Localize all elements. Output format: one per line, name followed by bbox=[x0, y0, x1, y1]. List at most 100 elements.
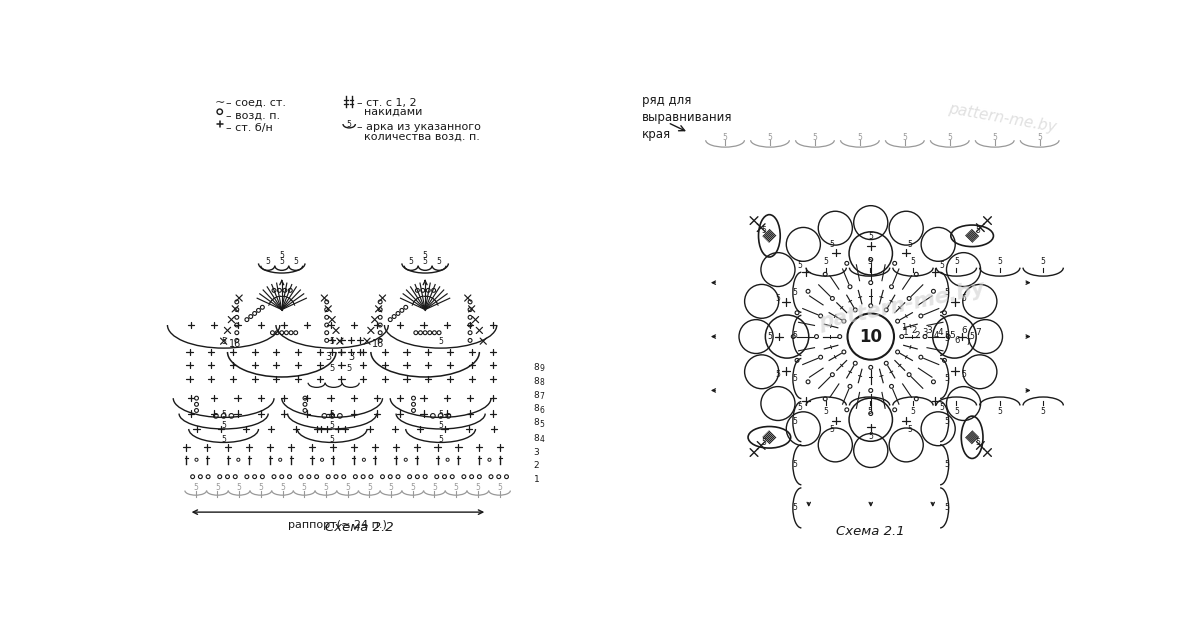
Text: 8: 8 bbox=[534, 391, 539, 399]
Text: 5: 5 bbox=[324, 483, 329, 492]
Text: 16: 16 bbox=[372, 340, 385, 350]
Text: 5: 5 bbox=[389, 483, 394, 492]
Text: 5: 5 bbox=[793, 503, 798, 512]
Text: 5: 5 bbox=[976, 226, 980, 235]
Text: 5: 5 bbox=[944, 417, 949, 426]
Text: 3: 3 bbox=[923, 328, 928, 337]
Text: 5: 5 bbox=[280, 483, 284, 492]
Text: pattern-me.by: pattern-me.by bbox=[947, 102, 1057, 135]
Text: 5: 5 bbox=[944, 333, 949, 343]
Text: 5: 5 bbox=[1037, 133, 1042, 141]
Text: 8: 8 bbox=[534, 434, 539, 443]
Text: 5: 5 bbox=[793, 331, 798, 340]
Text: 7: 7 bbox=[974, 328, 980, 337]
Text: 5: 5 bbox=[907, 424, 912, 434]
Text: 4: 4 bbox=[934, 331, 938, 340]
Text: 5: 5 bbox=[258, 483, 263, 492]
Text: 5: 5 bbox=[829, 424, 835, 434]
Text: – возд. п.: – возд. п. bbox=[226, 110, 280, 120]
Text: 5: 5 bbox=[944, 460, 949, 469]
Text: 5: 5 bbox=[438, 421, 443, 430]
Text: 4: 4 bbox=[937, 328, 943, 337]
Text: 5: 5 bbox=[438, 435, 443, 444]
Text: 5: 5 bbox=[221, 435, 226, 444]
Text: 5: 5 bbox=[961, 294, 966, 303]
Text: 5: 5 bbox=[438, 338, 443, 346]
Text: 6: 6 bbox=[540, 406, 545, 415]
Text: 5: 5 bbox=[797, 261, 802, 270]
Text: накидами: накидами bbox=[356, 107, 422, 117]
Text: 5: 5 bbox=[868, 407, 872, 416]
Text: 5: 5 bbox=[330, 364, 335, 373]
Text: 5: 5 bbox=[944, 374, 949, 383]
Text: 3: 3 bbox=[325, 351, 331, 362]
Text: 5: 5 bbox=[193, 483, 198, 492]
Text: 5: 5 bbox=[438, 410, 443, 419]
Text: 2: 2 bbox=[912, 326, 917, 335]
Text: 5: 5 bbox=[858, 133, 863, 141]
Text: 5: 5 bbox=[823, 257, 829, 266]
Text: 5: 5 bbox=[997, 257, 1002, 266]
Text: 5: 5 bbox=[954, 407, 959, 416]
Text: 5: 5 bbox=[869, 432, 874, 441]
Text: 5: 5 bbox=[947, 133, 953, 141]
Text: 5: 5 bbox=[768, 332, 773, 341]
Text: 6: 6 bbox=[955, 336, 960, 345]
Text: 5: 5 bbox=[812, 133, 817, 141]
Text: 5: 5 bbox=[793, 288, 798, 297]
Text: 5: 5 bbox=[949, 331, 955, 340]
Text: 5: 5 bbox=[976, 438, 980, 447]
Text: 5: 5 bbox=[540, 420, 545, 429]
Text: 5: 5 bbox=[944, 331, 949, 340]
Text: 5: 5 bbox=[797, 403, 802, 412]
Text: 5: 5 bbox=[829, 240, 835, 249]
Text: 5: 5 bbox=[940, 403, 944, 412]
Text: 5: 5 bbox=[911, 407, 916, 416]
Text: 5: 5 bbox=[280, 251, 284, 260]
Text: 5: 5 bbox=[346, 483, 350, 492]
Text: 5: 5 bbox=[301, 483, 307, 492]
Text: 5: 5 bbox=[330, 338, 335, 346]
Text: 1: 1 bbox=[902, 328, 908, 337]
Text: 2: 2 bbox=[534, 462, 539, 470]
Text: 5: 5 bbox=[793, 460, 798, 469]
Text: 1: 1 bbox=[534, 475, 539, 483]
Text: 5: 5 bbox=[432, 483, 437, 492]
Text: 5: 5 bbox=[868, 257, 872, 266]
Text: 5: 5 bbox=[793, 374, 798, 383]
Text: 5: 5 bbox=[1040, 407, 1045, 416]
Text: 5: 5 bbox=[221, 410, 226, 419]
Text: 5: 5 bbox=[265, 257, 270, 265]
Text: 5: 5 bbox=[775, 294, 780, 303]
Text: 5: 5 bbox=[475, 483, 480, 492]
Text: 5: 5 bbox=[992, 133, 997, 141]
Text: Схема 2.1: Схема 2.1 bbox=[836, 525, 905, 538]
Text: 5: 5 bbox=[961, 370, 966, 379]
Text: 8: 8 bbox=[534, 363, 539, 372]
Text: ряд для
выравнивания
края: ряд для выравнивания края bbox=[642, 94, 733, 141]
Text: 10: 10 bbox=[859, 328, 882, 346]
Text: 3: 3 bbox=[926, 326, 931, 335]
Text: 5: 5 bbox=[221, 421, 226, 430]
Text: 5: 5 bbox=[347, 364, 352, 373]
Text: 5: 5 bbox=[215, 483, 220, 492]
Text: 5: 5 bbox=[410, 483, 415, 492]
Text: – ст. с 1, 2: – ст. с 1, 2 bbox=[356, 98, 416, 108]
Text: – ст. б/н: – ст. б/н bbox=[226, 123, 272, 133]
Text: 5: 5 bbox=[954, 257, 959, 266]
Text: ~: ~ bbox=[215, 97, 226, 109]
Text: 8: 8 bbox=[534, 404, 539, 414]
Text: 9: 9 bbox=[540, 364, 545, 373]
Text: 5: 5 bbox=[944, 288, 949, 297]
Text: 5: 5 bbox=[330, 435, 335, 444]
Text: 5: 5 bbox=[221, 338, 226, 346]
Text: 5: 5 bbox=[330, 410, 335, 419]
Text: 5: 5 bbox=[347, 120, 352, 128]
Text: 8: 8 bbox=[540, 378, 545, 388]
Text: 1: 1 bbox=[901, 323, 906, 332]
Text: 5: 5 bbox=[367, 483, 372, 492]
Text: 5: 5 bbox=[293, 257, 298, 265]
Text: 2: 2 bbox=[914, 331, 920, 340]
Text: 5: 5 bbox=[497, 483, 502, 492]
Text: 5: 5 bbox=[997, 407, 1002, 416]
